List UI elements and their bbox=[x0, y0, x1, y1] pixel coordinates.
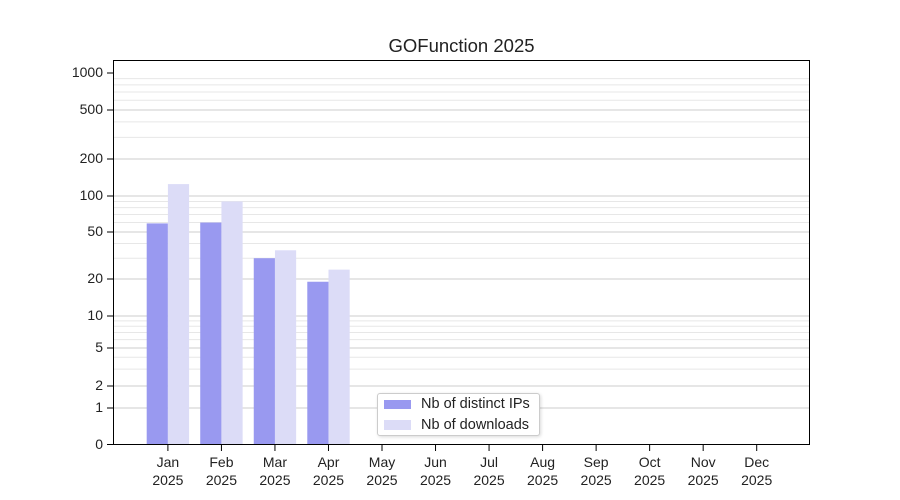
svg-text:2025: 2025 bbox=[527, 472, 558, 488]
svg-text:2: 2 bbox=[95, 377, 103, 393]
svg-text:Sep: Sep bbox=[584, 454, 609, 470]
svg-text:2025: 2025 bbox=[206, 472, 237, 488]
svg-text:2025: 2025 bbox=[473, 472, 504, 488]
svg-text:2025: 2025 bbox=[313, 472, 344, 488]
svg-text:Jul: Jul bbox=[480, 454, 498, 470]
svg-text:1000: 1000 bbox=[72, 64, 103, 80]
svg-text:10: 10 bbox=[87, 307, 103, 323]
svg-text:2025: 2025 bbox=[420, 472, 451, 488]
svg-text:2025: 2025 bbox=[366, 472, 397, 488]
svg-text:2025: 2025 bbox=[688, 472, 719, 488]
svg-text:50: 50 bbox=[87, 223, 103, 239]
svg-text:Feb: Feb bbox=[209, 454, 233, 470]
svg-text:2025: 2025 bbox=[581, 472, 612, 488]
svg-text:200: 200 bbox=[80, 150, 104, 166]
svg-text:20: 20 bbox=[87, 270, 103, 286]
svg-text:1: 1 bbox=[95, 399, 103, 415]
svg-text:2025: 2025 bbox=[634, 472, 665, 488]
svg-text:100: 100 bbox=[80, 187, 104, 203]
svg-text:2025: 2025 bbox=[259, 472, 290, 488]
svg-text:Nov: Nov bbox=[691, 454, 716, 470]
svg-text:Aug: Aug bbox=[530, 454, 555, 470]
svg-text:0: 0 bbox=[95, 436, 103, 452]
svg-text:Apr: Apr bbox=[318, 454, 340, 470]
svg-text:May: May bbox=[369, 454, 395, 470]
svg-text:2025: 2025 bbox=[741, 472, 772, 488]
svg-text:Dec: Dec bbox=[744, 454, 769, 470]
svg-text:Mar: Mar bbox=[263, 454, 287, 470]
svg-text:Oct: Oct bbox=[639, 454, 661, 470]
svg-text:500: 500 bbox=[80, 101, 104, 117]
svg-text:2025: 2025 bbox=[152, 472, 183, 488]
svg-text:5: 5 bbox=[95, 339, 103, 355]
svg-text:Jan: Jan bbox=[157, 454, 180, 470]
svg-text:Jun: Jun bbox=[424, 454, 447, 470]
